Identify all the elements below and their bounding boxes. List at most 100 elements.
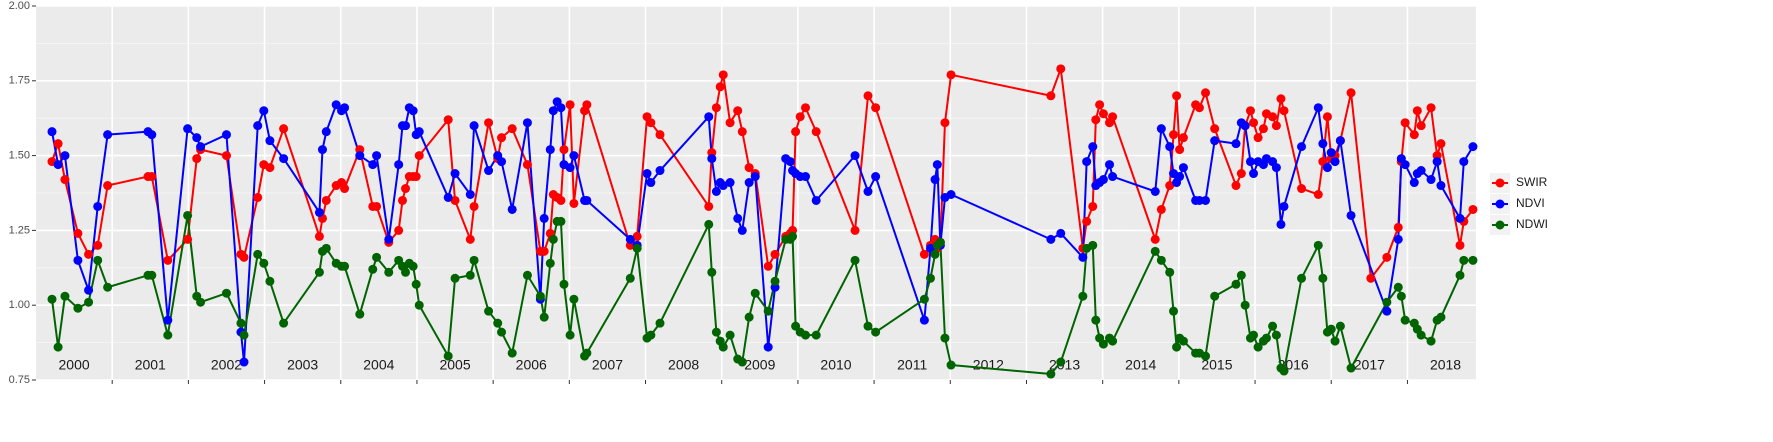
data-point	[340, 261, 350, 271]
data-point	[484, 306, 494, 316]
data-point	[1150, 187, 1160, 197]
year-label: 2003	[287, 357, 318, 373]
data-point	[279, 318, 289, 328]
data-point	[221, 151, 231, 161]
data-point	[1393, 282, 1403, 292]
data-point	[725, 330, 735, 340]
data-point	[715, 82, 725, 92]
data-point	[850, 151, 860, 161]
data-point	[565, 100, 575, 110]
data-point	[450, 195, 460, 205]
data-point	[539, 312, 549, 322]
data-point	[850, 255, 860, 265]
data-point	[469, 255, 479, 265]
data-point	[265, 136, 275, 146]
data-point	[1091, 315, 1101, 325]
data-point	[1366, 273, 1376, 283]
data-point	[259, 258, 269, 268]
data-point	[1088, 240, 1098, 250]
data-point	[1409, 130, 1419, 140]
year-label: 2017	[1354, 357, 1385, 373]
data-point	[1426, 175, 1436, 185]
data-point	[1201, 88, 1211, 98]
data-point	[925, 273, 935, 283]
data-point	[919, 294, 929, 304]
data-point	[1276, 94, 1286, 104]
data-point	[801, 330, 811, 340]
data-point	[565, 163, 575, 173]
data-point	[811, 127, 821, 137]
y-tick-label: 0.75	[9, 374, 30, 386]
data-point	[1393, 234, 1403, 244]
data-point	[1249, 330, 1259, 340]
data-point	[1056, 357, 1066, 367]
data-point	[946, 70, 956, 80]
data-point	[183, 210, 193, 220]
data-point	[1271, 163, 1281, 173]
data-point	[1240, 300, 1250, 310]
data-point	[1416, 330, 1426, 340]
data-point	[1056, 64, 1066, 74]
data-point	[493, 318, 503, 328]
data-point	[443, 192, 453, 202]
data-point	[103, 282, 113, 292]
data-point	[795, 112, 805, 122]
data-point	[147, 270, 157, 280]
y-tick-label: 1.75	[9, 75, 30, 87]
data-point	[935, 237, 945, 247]
data-point	[1322, 163, 1332, 173]
data-point	[569, 294, 579, 304]
data-point	[1346, 88, 1356, 98]
data-point	[465, 189, 475, 199]
data-point	[1165, 267, 1175, 277]
year-label: 2004	[363, 357, 394, 373]
data-point	[1436, 312, 1446, 322]
data-point	[1346, 363, 1356, 373]
data-point	[321, 127, 331, 137]
data-point	[1412, 106, 1422, 116]
data-point	[744, 178, 754, 188]
data-point	[47, 294, 57, 304]
data-point	[737, 127, 747, 137]
data-point	[711, 103, 721, 113]
data-point	[811, 195, 821, 205]
data-point	[163, 330, 173, 340]
data-point	[469, 121, 479, 131]
data-point	[1108, 336, 1118, 346]
data-point	[183, 234, 193, 244]
year-label: 2010	[820, 357, 851, 373]
data-point	[744, 312, 754, 322]
year-label: 2001	[135, 357, 166, 373]
data-point	[196, 142, 206, 152]
data-point	[704, 112, 714, 122]
data-point	[1455, 213, 1465, 223]
legend-label: SWIR	[1516, 175, 1548, 189]
data-point	[408, 106, 418, 116]
data-point	[733, 213, 743, 223]
data-point	[239, 330, 249, 340]
data-point	[704, 219, 714, 229]
data-point	[1231, 139, 1241, 149]
data-point	[279, 154, 289, 164]
legend-key-point	[1495, 178, 1505, 188]
data-point	[253, 192, 263, 202]
data-point	[1436, 139, 1446, 149]
data-point	[930, 175, 940, 185]
data-point	[47, 127, 57, 137]
data-point	[401, 184, 411, 194]
data-point	[1150, 234, 1160, 244]
data-point	[704, 201, 714, 211]
data-point	[1455, 240, 1465, 250]
data-point	[1279, 366, 1289, 376]
data-point	[384, 234, 394, 244]
data-point	[940, 118, 950, 128]
data-point	[1194, 103, 1204, 113]
data-point	[1091, 115, 1101, 125]
data-point	[147, 130, 157, 140]
data-point	[1201, 351, 1211, 361]
data-point	[1178, 163, 1188, 173]
data-point	[1165, 142, 1175, 152]
data-point	[556, 216, 566, 226]
data-point	[497, 327, 507, 337]
